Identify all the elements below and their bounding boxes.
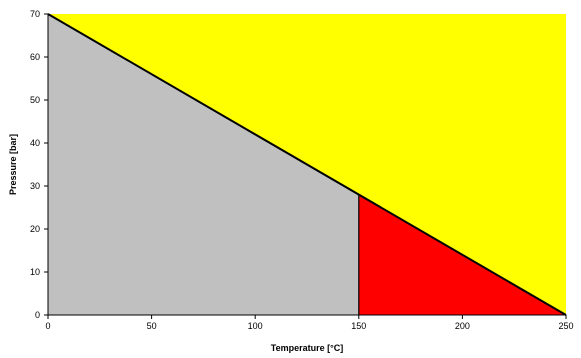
- x-tick-label: 0: [45, 321, 50, 331]
- x-tick-label: 250: [558, 321, 573, 331]
- y-tick-label: 0: [35, 310, 40, 320]
- y-axis-title: Pressure [bar]: [8, 134, 18, 195]
- region-below-line-low-temp: [48, 14, 359, 315]
- x-tick-label: 150: [351, 321, 366, 331]
- y-tick-label: 50: [30, 95, 40, 105]
- chart-lines: [47, 13, 567, 316]
- chart-ticks: 0 50 100 150 200 250 0 10 20 30 40 50 60 70: [30, 9, 574, 331]
- y-tick-label: 20: [30, 224, 40, 234]
- x-tick-label: 200: [455, 321, 470, 331]
- y-tick-label: 30: [30, 181, 40, 191]
- y-tick-label: 10: [30, 267, 40, 277]
- chart-axes: [47, 14, 566, 316]
- boundary-line: [47, 13, 567, 316]
- x-axis-title: Temperature [°C]: [271, 343, 343, 353]
- x-tick-label: 100: [248, 321, 263, 331]
- y-tick-label: 70: [30, 9, 40, 19]
- x-tick-label: 50: [147, 321, 157, 331]
- y-tick-label: 40: [30, 138, 40, 148]
- y-tick-label: 60: [30, 52, 40, 62]
